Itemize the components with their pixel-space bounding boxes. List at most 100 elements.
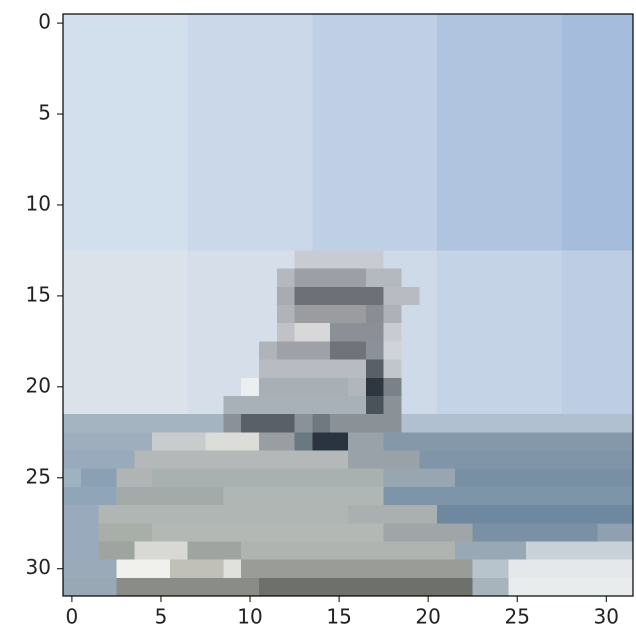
pixel bbox=[366, 469, 384, 488]
pixel bbox=[597, 160, 615, 179]
pixel bbox=[259, 560, 277, 579]
pixel bbox=[348, 196, 366, 215]
pixel bbox=[491, 341, 509, 360]
pixel bbox=[277, 196, 295, 215]
pixel bbox=[152, 323, 170, 342]
pixel bbox=[615, 196, 633, 215]
pixel bbox=[81, 214, 99, 233]
pixel bbox=[259, 214, 277, 233]
pixel bbox=[544, 105, 562, 124]
pixel bbox=[508, 396, 526, 415]
pixel bbox=[116, 560, 134, 579]
pixel bbox=[455, 523, 473, 542]
pixel bbox=[223, 50, 241, 69]
pixel bbox=[455, 451, 473, 470]
pixel bbox=[508, 178, 526, 197]
pixel bbox=[580, 323, 598, 342]
pixel bbox=[188, 87, 206, 106]
pixel bbox=[491, 523, 509, 542]
pixel bbox=[63, 214, 81, 233]
pixel bbox=[508, 469, 526, 488]
pixel bbox=[134, 232, 152, 251]
pixel bbox=[170, 523, 188, 542]
pixel bbox=[384, 50, 402, 69]
pixel bbox=[312, 451, 330, 470]
pixel bbox=[455, 396, 473, 415]
pixel bbox=[241, 432, 259, 451]
pixel bbox=[366, 250, 384, 269]
pixel bbox=[580, 487, 598, 506]
pixel bbox=[277, 505, 295, 524]
pixel bbox=[508, 123, 526, 142]
pixel bbox=[597, 378, 615, 397]
pixel bbox=[63, 178, 81, 197]
pixel bbox=[99, 469, 117, 488]
pixel bbox=[580, 32, 598, 51]
pixel bbox=[473, 160, 491, 179]
pixel bbox=[170, 250, 188, 269]
pixel bbox=[384, 123, 402, 142]
pixel bbox=[526, 232, 544, 251]
pixel bbox=[116, 487, 134, 506]
pixel bbox=[170, 50, 188, 69]
pixel bbox=[526, 32, 544, 51]
pixel bbox=[81, 360, 99, 379]
pixel bbox=[81, 141, 99, 160]
pixel bbox=[170, 196, 188, 215]
pixel bbox=[81, 50, 99, 69]
pixel bbox=[152, 560, 170, 579]
pixel bbox=[170, 414, 188, 433]
pixel bbox=[295, 160, 313, 179]
pixel bbox=[401, 141, 419, 160]
pixel bbox=[223, 269, 241, 288]
y-tick-label: 15 bbox=[26, 282, 51, 306]
pixel bbox=[99, 141, 117, 160]
pixel bbox=[508, 341, 526, 360]
pixel bbox=[259, 451, 277, 470]
pixel bbox=[580, 305, 598, 324]
pixel bbox=[348, 214, 366, 233]
pixel bbox=[580, 232, 598, 251]
pixel bbox=[508, 414, 526, 433]
pixel bbox=[330, 469, 348, 488]
pixel bbox=[295, 14, 313, 33]
pixel bbox=[295, 541, 313, 560]
pixel bbox=[241, 269, 259, 288]
pixel bbox=[99, 323, 117, 342]
pixel bbox=[277, 305, 295, 324]
pixel bbox=[134, 541, 152, 560]
pixel bbox=[473, 141, 491, 160]
pixel bbox=[223, 87, 241, 106]
pixel bbox=[206, 487, 224, 506]
pixel bbox=[437, 123, 455, 142]
pixel bbox=[597, 541, 615, 560]
pixel bbox=[277, 487, 295, 506]
pixel bbox=[295, 323, 313, 342]
pixel bbox=[544, 87, 562, 106]
pixel bbox=[312, 432, 330, 451]
pixel bbox=[259, 160, 277, 179]
pixel bbox=[437, 232, 455, 251]
pixel bbox=[580, 578, 598, 597]
pixel bbox=[473, 360, 491, 379]
pixel bbox=[437, 87, 455, 106]
pixel bbox=[508, 69, 526, 88]
pixel bbox=[223, 432, 241, 451]
pixel bbox=[63, 560, 81, 579]
pixel bbox=[473, 323, 491, 342]
pixel bbox=[491, 105, 509, 124]
pixel bbox=[99, 287, 117, 306]
pixel bbox=[384, 560, 402, 579]
pixel bbox=[99, 305, 117, 324]
pixel bbox=[455, 287, 473, 306]
pixel bbox=[259, 178, 277, 197]
pixel bbox=[188, 32, 206, 51]
pixel bbox=[188, 323, 206, 342]
pixel bbox=[419, 432, 437, 451]
pixel bbox=[312, 87, 330, 106]
pixel bbox=[188, 123, 206, 142]
pixel bbox=[99, 541, 117, 560]
pixel bbox=[401, 232, 419, 251]
pixel bbox=[526, 487, 544, 506]
pixel bbox=[295, 178, 313, 197]
